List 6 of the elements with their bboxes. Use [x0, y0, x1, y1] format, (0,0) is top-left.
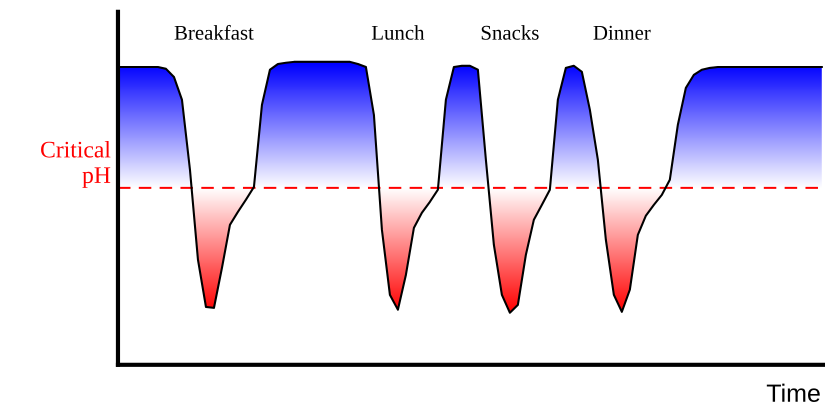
text: Snacks: [482, 25, 539, 40]
x-axis-title: Time: [766, 384, 820, 402]
text: Lunch: [372, 25, 424, 40]
text: Dinner: [594, 26, 651, 40]
ref-line-label: Critical pH: [41, 140, 110, 188]
text: Breakfast: [174, 24, 254, 40]
